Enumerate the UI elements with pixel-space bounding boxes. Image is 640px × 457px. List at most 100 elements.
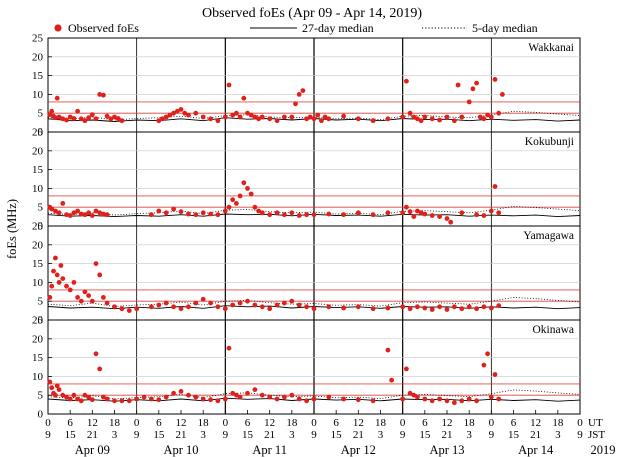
observed-point xyxy=(466,396,472,402)
observed-point xyxy=(53,255,58,261)
observed-point xyxy=(319,118,324,124)
observed-point xyxy=(93,351,99,357)
observed-point xyxy=(51,268,56,274)
observed-point xyxy=(82,118,88,124)
observed-point xyxy=(411,114,417,120)
jst-tick-label: 3 xyxy=(378,429,384,441)
y-tick-label: 0 xyxy=(38,221,44,233)
observed-point xyxy=(355,397,361,403)
observed-point xyxy=(304,398,309,404)
jst-tick-label: 9 xyxy=(134,429,140,441)
observed-point xyxy=(67,114,73,120)
station-label: Okinawa xyxy=(532,324,574,336)
observed-point xyxy=(75,108,80,114)
observed-point xyxy=(58,263,64,268)
observed-point xyxy=(93,116,99,122)
observed-point xyxy=(112,304,117,310)
ut-tick-label: 0 xyxy=(311,417,317,429)
observed-point xyxy=(459,306,465,312)
observed-point xyxy=(341,305,346,311)
observed-point xyxy=(89,397,95,403)
observed-point xyxy=(437,304,442,310)
observed-point xyxy=(496,396,502,402)
observed-point xyxy=(404,204,409,210)
observed-point xyxy=(167,112,173,118)
observed-point xyxy=(274,396,280,402)
observed-point xyxy=(149,212,154,218)
observed-point xyxy=(141,394,147,400)
date-label: Apr 12 xyxy=(341,443,376,457)
y-tick-label: 10 xyxy=(32,277,44,289)
observed-point xyxy=(300,88,306,93)
observed-point xyxy=(252,204,258,210)
observed-point xyxy=(370,118,376,124)
observed-point xyxy=(56,387,62,392)
ut-tick-label: 0 xyxy=(223,417,229,429)
jst-tick-label: 15 xyxy=(242,429,254,441)
observed-point xyxy=(452,304,457,310)
observed-point xyxy=(296,302,302,308)
observed-point xyxy=(222,114,228,120)
observed-point xyxy=(163,114,169,120)
observed-point xyxy=(326,304,332,310)
observed-point xyxy=(492,77,498,82)
observed-point xyxy=(101,92,106,98)
observed-point xyxy=(341,212,346,218)
observed-point xyxy=(97,366,103,372)
ut-tick-label: 12 xyxy=(176,417,187,429)
observed-point xyxy=(477,114,483,120)
observed-point xyxy=(200,396,206,402)
ut-tick-label: 6 xyxy=(511,417,517,429)
observed-point xyxy=(60,392,66,398)
y-tick-label: 25 xyxy=(32,127,44,139)
panel-okinawa: 0 5 10 15 20 25 Okinawa xyxy=(32,315,581,421)
observed-point xyxy=(119,306,125,312)
jst-tick-label: 9 xyxy=(577,429,583,441)
observed-point xyxy=(459,398,465,404)
observed-point xyxy=(496,210,502,216)
observed-point xyxy=(267,306,273,312)
observed-point xyxy=(259,304,265,310)
observed-point xyxy=(459,114,465,120)
observed-point xyxy=(289,114,295,120)
observed-point xyxy=(429,116,435,122)
observed-point xyxy=(71,280,77,285)
observed-point xyxy=(149,396,154,402)
observed-point xyxy=(53,115,58,121)
observed-point xyxy=(385,347,391,353)
jst-tick-label: 15 xyxy=(65,429,77,441)
observed-point xyxy=(241,180,247,186)
observed-point xyxy=(208,300,214,306)
observed-point xyxy=(186,211,191,217)
observed-point xyxy=(245,390,250,396)
observed-point xyxy=(171,304,177,310)
observed-point xyxy=(274,210,280,216)
observed-point xyxy=(481,304,487,310)
observed-point xyxy=(53,208,58,214)
observed-point xyxy=(226,345,232,351)
observed-point xyxy=(222,396,228,402)
observed-point xyxy=(370,398,376,404)
jst-tick-label: 3 xyxy=(466,429,472,441)
observed-point xyxy=(444,216,450,221)
observed-point xyxy=(64,117,69,123)
observed-point xyxy=(437,117,442,123)
legend-observed-marker xyxy=(54,24,62,32)
observed-point xyxy=(267,394,273,400)
observed-point xyxy=(474,306,479,312)
observed-point xyxy=(49,385,55,391)
observed-point xyxy=(422,396,428,402)
jst-tick-label: 21 xyxy=(264,429,275,441)
jst-tick-label: 15 xyxy=(331,429,343,441)
y-tick-label: 20 xyxy=(32,145,44,157)
observed-point xyxy=(282,300,287,306)
observed-point xyxy=(311,212,317,218)
observed-point xyxy=(119,118,125,124)
observed-point xyxy=(496,110,502,116)
observed-point xyxy=(311,306,317,312)
observed-point xyxy=(115,116,121,121)
observed-point xyxy=(104,300,110,306)
observed-point xyxy=(200,210,206,216)
jst-tick-label: 15 xyxy=(508,429,520,441)
observed-point xyxy=(429,213,435,218)
